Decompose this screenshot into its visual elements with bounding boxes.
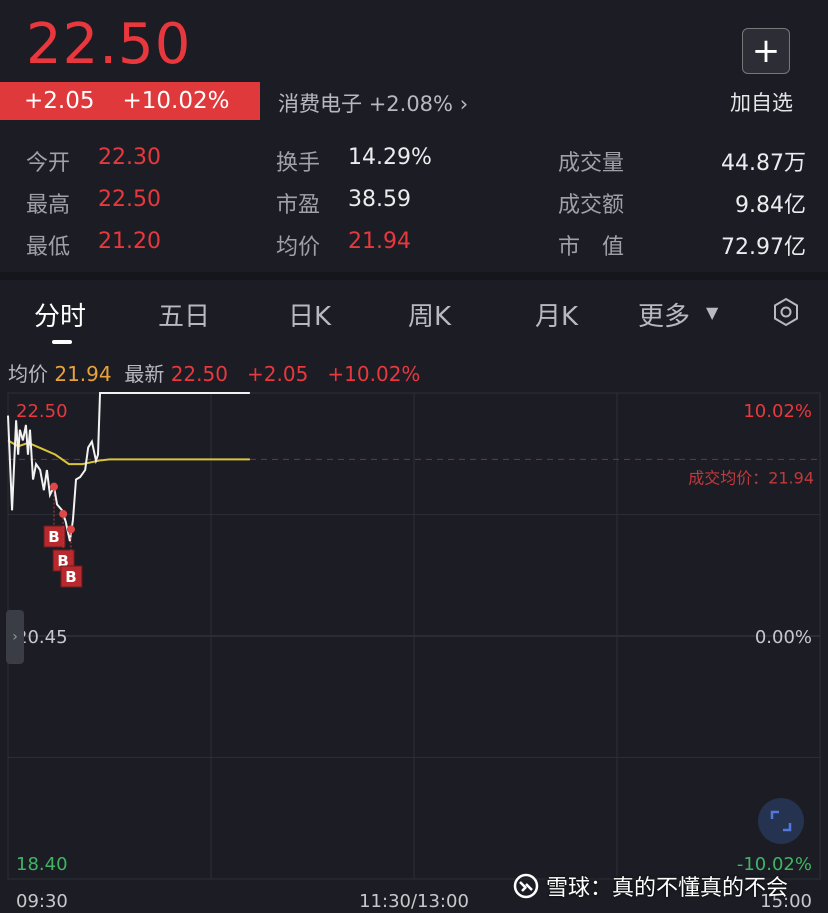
stat-label: 换手 (276, 151, 321, 176)
stat-label: 最高 (26, 193, 71, 218)
add-watchlist-button[interactable]: + (742, 28, 790, 74)
stat-label: 最低 (26, 235, 71, 260)
sector-link[interactable]: 消费电子 +2.08% › (278, 88, 468, 118)
divider (0, 272, 828, 280)
buy-point (59, 509, 68, 518)
tab-4[interactable]: 月K (535, 302, 579, 332)
buy-marker-label: B (57, 552, 68, 570)
tab-2[interactable]: 日K (288, 302, 332, 332)
stat-value: 9.84亿 (735, 193, 806, 218)
last-value: 22.50 (170, 362, 228, 386)
tab-1[interactable]: 五日 (158, 302, 211, 332)
tab-5[interactable]: 更多 (638, 302, 691, 332)
change-pct: +10.02% (122, 88, 230, 114)
stat-value: 38.59 (348, 187, 411, 212)
avg-label: 均价 (8, 362, 48, 386)
avg-line (7, 439, 250, 466)
price-line (7, 392, 250, 542)
y-right-tick: -10.02% (737, 854, 812, 875)
x-tick: 11:30/13:00 (359, 891, 469, 912)
plus-icon: + (751, 31, 781, 71)
buy-marker-label: B (48, 528, 59, 546)
change-badge: +2.05 +10.02% (0, 82, 260, 120)
buy-point (50, 482, 59, 491)
stat-value: 21.20 (98, 229, 161, 254)
active-tab-indicator (52, 340, 72, 344)
fullscreen-button[interactable] (758, 798, 804, 844)
sector-name: 消费电子 (278, 92, 362, 116)
y-right-tick: 0.00% (755, 627, 812, 648)
stat-label: 今开 (26, 151, 71, 176)
y-left-tick: 20.45 (16, 627, 68, 648)
watermark-text: 雪球：真的不懂真的不会 (546, 876, 789, 901)
x-tick: 15:00 (760, 891, 812, 912)
watermark: 雪球：真的不懂真的不会 (512, 870, 788, 902)
last-price: 22.50 (26, 12, 192, 77)
y-left-tick: 18.40 (16, 854, 68, 875)
tab-3[interactable]: 周K (408, 302, 452, 332)
chevron-right-icon: › (12, 629, 18, 645)
x-tick: 09:30 (16, 891, 68, 912)
avg-annotation: 成交均价：21.94 (688, 468, 814, 487)
y-left-tick: 22.50 (16, 401, 68, 422)
stat-label: 均价 (276, 235, 321, 260)
stat-value: 44.87万 (721, 151, 806, 176)
stat-label: 成交额 (558, 193, 625, 218)
expand-side-handle[interactable]: › (6, 610, 24, 664)
buy-point (66, 525, 75, 534)
caret-down-icon: ▼ (706, 303, 719, 322)
chevron-right-icon: › (459, 92, 469, 116)
legend-pct: +10.02% (327, 362, 421, 386)
buy-marker (43, 525, 66, 548)
xueqiu-logo-icon (513, 873, 539, 899)
chart-legend: 均价 21.94 最新 22.50 +2.05 +10.02% (8, 358, 420, 387)
stat-value: 72.97亿 (721, 235, 806, 260)
tab-0[interactable]: 分时 (34, 302, 87, 332)
stat-value: 22.30 (98, 145, 161, 170)
legend-change: +2.05 (247, 362, 309, 386)
add-watchlist-label[interactable]: 加自选 (730, 91, 793, 115)
buy-marker-label: B (65, 568, 76, 586)
last-label: 最新 (124, 362, 165, 386)
stat-label: 市 值 (558, 235, 625, 260)
change: +2.05 (24, 88, 95, 114)
stat-label: 市盈 (276, 193, 321, 218)
sector-pct: +2.08% (368, 92, 453, 116)
stat-value: 21.94 (348, 229, 411, 254)
avg-value: 21.94 (54, 362, 112, 386)
settings-hexagon-icon[interactable] (770, 296, 802, 328)
stat-label: 成交量 (558, 151, 625, 176)
buy-marker (60, 565, 83, 588)
stat-value: 22.50 (98, 187, 161, 212)
stat-value: 14.29% (348, 145, 432, 170)
y-right-tick: 10.02% (743, 401, 812, 422)
fullscreen-icon (770, 810, 792, 832)
